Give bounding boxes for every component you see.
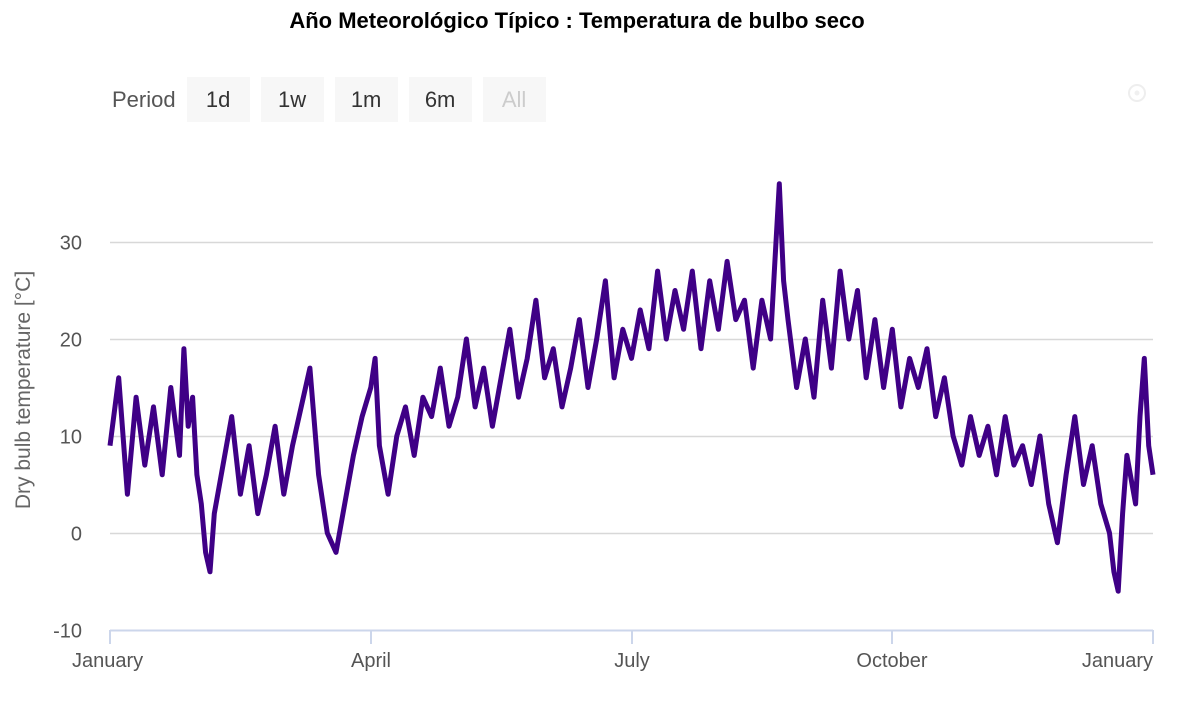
- range-button-all[interactable]: All: [482, 77, 546, 122]
- y-axis-ticks: -10 0 10 20 30: [53, 233, 82, 643]
- x-tick-label: April: [351, 650, 391, 672]
- chart-title: Año Meteorológico Típico : Temperatura d…: [289, 8, 865, 33]
- x-tick-label: July: [614, 650, 650, 672]
- y-tick-label: 0: [71, 524, 82, 546]
- range-selector: Period 1d 1w 1m 6m All: [112, 77, 557, 122]
- export-menu-icon[interactable]: [1122, 80, 1152, 106]
- range-button-1w[interactable]: 1w: [260, 77, 324, 122]
- series-line-0: [107, 181, 1156, 594]
- gridlines: [110, 241, 1153, 535]
- range-button-1m[interactable]: 1m: [334, 77, 398, 122]
- range-button-1d[interactable]: 1d: [186, 77, 250, 122]
- y-tick-label: 20: [60, 330, 82, 352]
- period-label: Period: [112, 86, 176, 112]
- y-axis-title: Dry bulb temperature [°C]: [12, 271, 35, 509]
- x-tick-label: January: [1082, 650, 1153, 672]
- y-tick-label: 10: [60, 427, 82, 449]
- x-tick-label: October: [856, 650, 927, 672]
- x-axis-ticks: January April July October January: [72, 630, 1154, 672]
- range-button-6m[interactable]: 6m: [408, 77, 472, 122]
- y-tick-label: 30: [60, 233, 82, 255]
- series-layer: [107, 181, 1156, 594]
- y-tick-label: -10: [53, 621, 82, 643]
- x-tick-label: January: [72, 650, 143, 672]
